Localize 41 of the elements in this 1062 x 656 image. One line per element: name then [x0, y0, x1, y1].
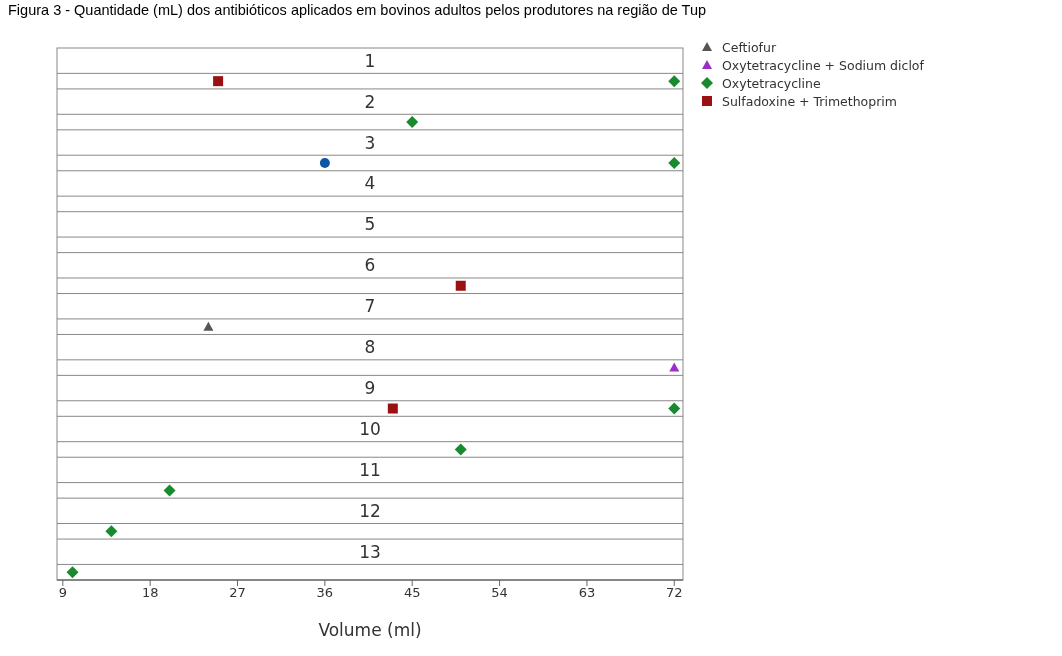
x-tick-label: 36: [316, 585, 334, 601]
y-tick-label: 3: [364, 132, 376, 153]
y-tick-label: 1: [364, 50, 376, 71]
legend-label: Ceftiofur: [722, 39, 777, 55]
legend-label: Sulfadoxine + Trimethoprim: [722, 93, 897, 109]
point: [319, 157, 330, 168]
y-tick-label: 13: [359, 541, 381, 562]
point: [387, 403, 398, 414]
x-tick-label: 72: [665, 585, 683, 601]
y-tick-label: 11: [359, 459, 381, 480]
x-tick-label: 27: [229, 585, 246, 601]
y-tick-label: 12: [359, 500, 381, 521]
y-tick-label: 10: [359, 418, 381, 439]
legend-label: Oxytetracycline: [722, 75, 821, 91]
x-tick-label: 9: [58, 585, 67, 601]
x-tick-label: 54: [491, 585, 508, 601]
point: [668, 75, 681, 88]
point: [669, 362, 680, 372]
point: [668, 402, 681, 415]
x-tick-label: 63: [578, 585, 596, 601]
point: [203, 321, 214, 331]
x-tick-label: 45: [403, 585, 421, 601]
x-axis-title: Volume (ml): [318, 620, 422, 640]
y-tick-label: 9: [364, 378, 376, 399]
point: [213, 76, 224, 87]
point: [406, 116, 419, 129]
point: [454, 443, 467, 456]
y-tick-label: 5: [364, 214, 376, 235]
y-tick-label: 6: [364, 255, 376, 276]
legend-label: Oxytetracycline + Sodium diclof: [722, 57, 924, 73]
point: [66, 566, 79, 579]
point: [455, 280, 466, 291]
point: [668, 156, 681, 169]
y-tick-label: 4: [364, 173, 376, 194]
y-tick-label: 8: [364, 337, 376, 358]
x-tick-label: 18: [141, 585, 159, 601]
y-tick-label: 2: [364, 91, 376, 112]
point: [163, 484, 176, 497]
y-tick-label: 7: [364, 296, 376, 317]
point: [105, 525, 118, 538]
chart-title: Figura 3 - Quantidade (mL) dos antibióticos aplicados em bovinos adultos pelos produtores na região de Tup: [8, 2, 708, 20]
